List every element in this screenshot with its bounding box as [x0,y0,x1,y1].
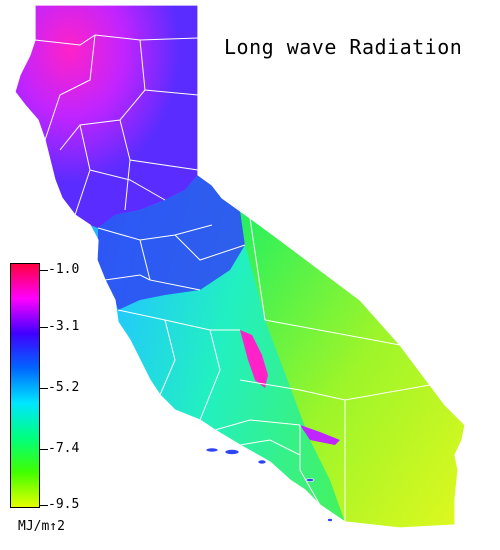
colorbar-tick-label: -1.0 [48,262,80,277]
colorbar-tick-label: -5.2 [48,380,80,395]
colorbar-tick-label: -7.4 [48,441,80,456]
state-border [14,4,466,529]
colorbar-tick [40,327,48,328]
colorbar-tick-label: -9.5 [48,497,80,512]
ridge-streak-2 [300,425,340,445]
north-region [15,5,198,228]
map-title: Long wave Radiation [224,35,463,59]
channel-islands [205,447,333,522]
colorbar-tick-label: -3.1 [48,319,80,334]
county-boundaries [34,34,431,522]
colorbar-tick [40,449,48,450]
colorbar-unit-label: MJ/m↑2 [18,519,65,534]
colorbar-tick [40,270,48,271]
colorbar [10,263,40,508]
ridge-streak [240,330,268,388]
colorbar-tick [40,505,48,506]
colorbar-tick [40,388,48,389]
east-desert-region [240,210,465,528]
